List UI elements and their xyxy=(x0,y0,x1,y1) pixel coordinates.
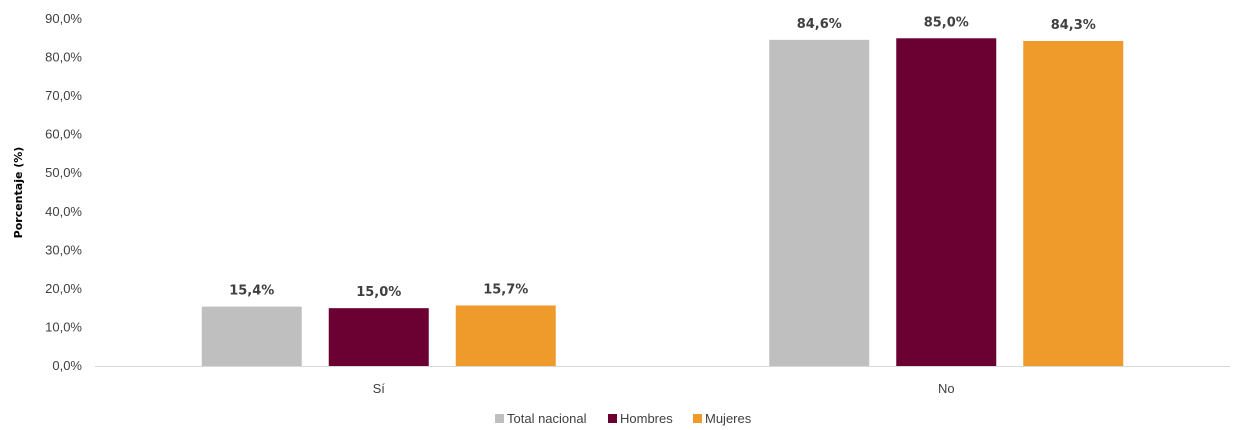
legend-swatch xyxy=(693,414,702,423)
legend-swatch xyxy=(495,414,504,423)
x-axis: Sí No xyxy=(373,381,955,396)
bar xyxy=(328,308,429,366)
y-tick-label: 70,0% xyxy=(45,88,82,103)
bar xyxy=(896,38,997,367)
y-tick-label: 80,0% xyxy=(45,50,82,65)
data-label: 15,4% xyxy=(229,284,274,299)
legend: Total nacional Hombres Mujeres xyxy=(495,411,752,426)
y-tick-label: 50,0% xyxy=(45,165,82,180)
y-tick-label: 0,0% xyxy=(52,358,82,373)
y-tick-label: 30,0% xyxy=(45,242,82,257)
x-category-label: Sí xyxy=(373,381,386,396)
data-label: 15,7% xyxy=(483,282,528,297)
y-axis-title: Porcentaje (%) xyxy=(12,147,25,239)
x-category-label: No xyxy=(938,381,955,396)
bar xyxy=(201,306,302,366)
legend-entry: Mujeres xyxy=(705,411,752,426)
y-tick-label: 40,0% xyxy=(45,204,82,219)
bar xyxy=(1023,40,1124,367)
y-tick-label: 90,0% xyxy=(45,11,82,26)
legend-entry: Hombres xyxy=(620,411,673,426)
bars xyxy=(201,38,1124,367)
bar xyxy=(455,305,556,366)
y-tick-label: 10,0% xyxy=(45,319,82,334)
data-labels: 15,4% 15,0% 15,7% 84,6% 85,0% 84,3% xyxy=(229,15,1096,300)
data-label: 84,3% xyxy=(1051,18,1096,33)
y-tick-label: 60,0% xyxy=(45,127,82,142)
y-tick-label: 20,0% xyxy=(45,281,82,296)
y-axis: 0,0% 10,0% 20,0% 30,0% 40,0% 50,0% 60,0% 70,0% 8… xyxy=(45,11,82,373)
data-label: 85,0% xyxy=(924,15,969,30)
data-label: 15,0% xyxy=(356,285,401,300)
data-label: 84,6% xyxy=(797,17,842,32)
bar xyxy=(769,39,870,366)
legend-swatch xyxy=(608,414,617,423)
legend-entry: Total nacional xyxy=(507,411,587,426)
